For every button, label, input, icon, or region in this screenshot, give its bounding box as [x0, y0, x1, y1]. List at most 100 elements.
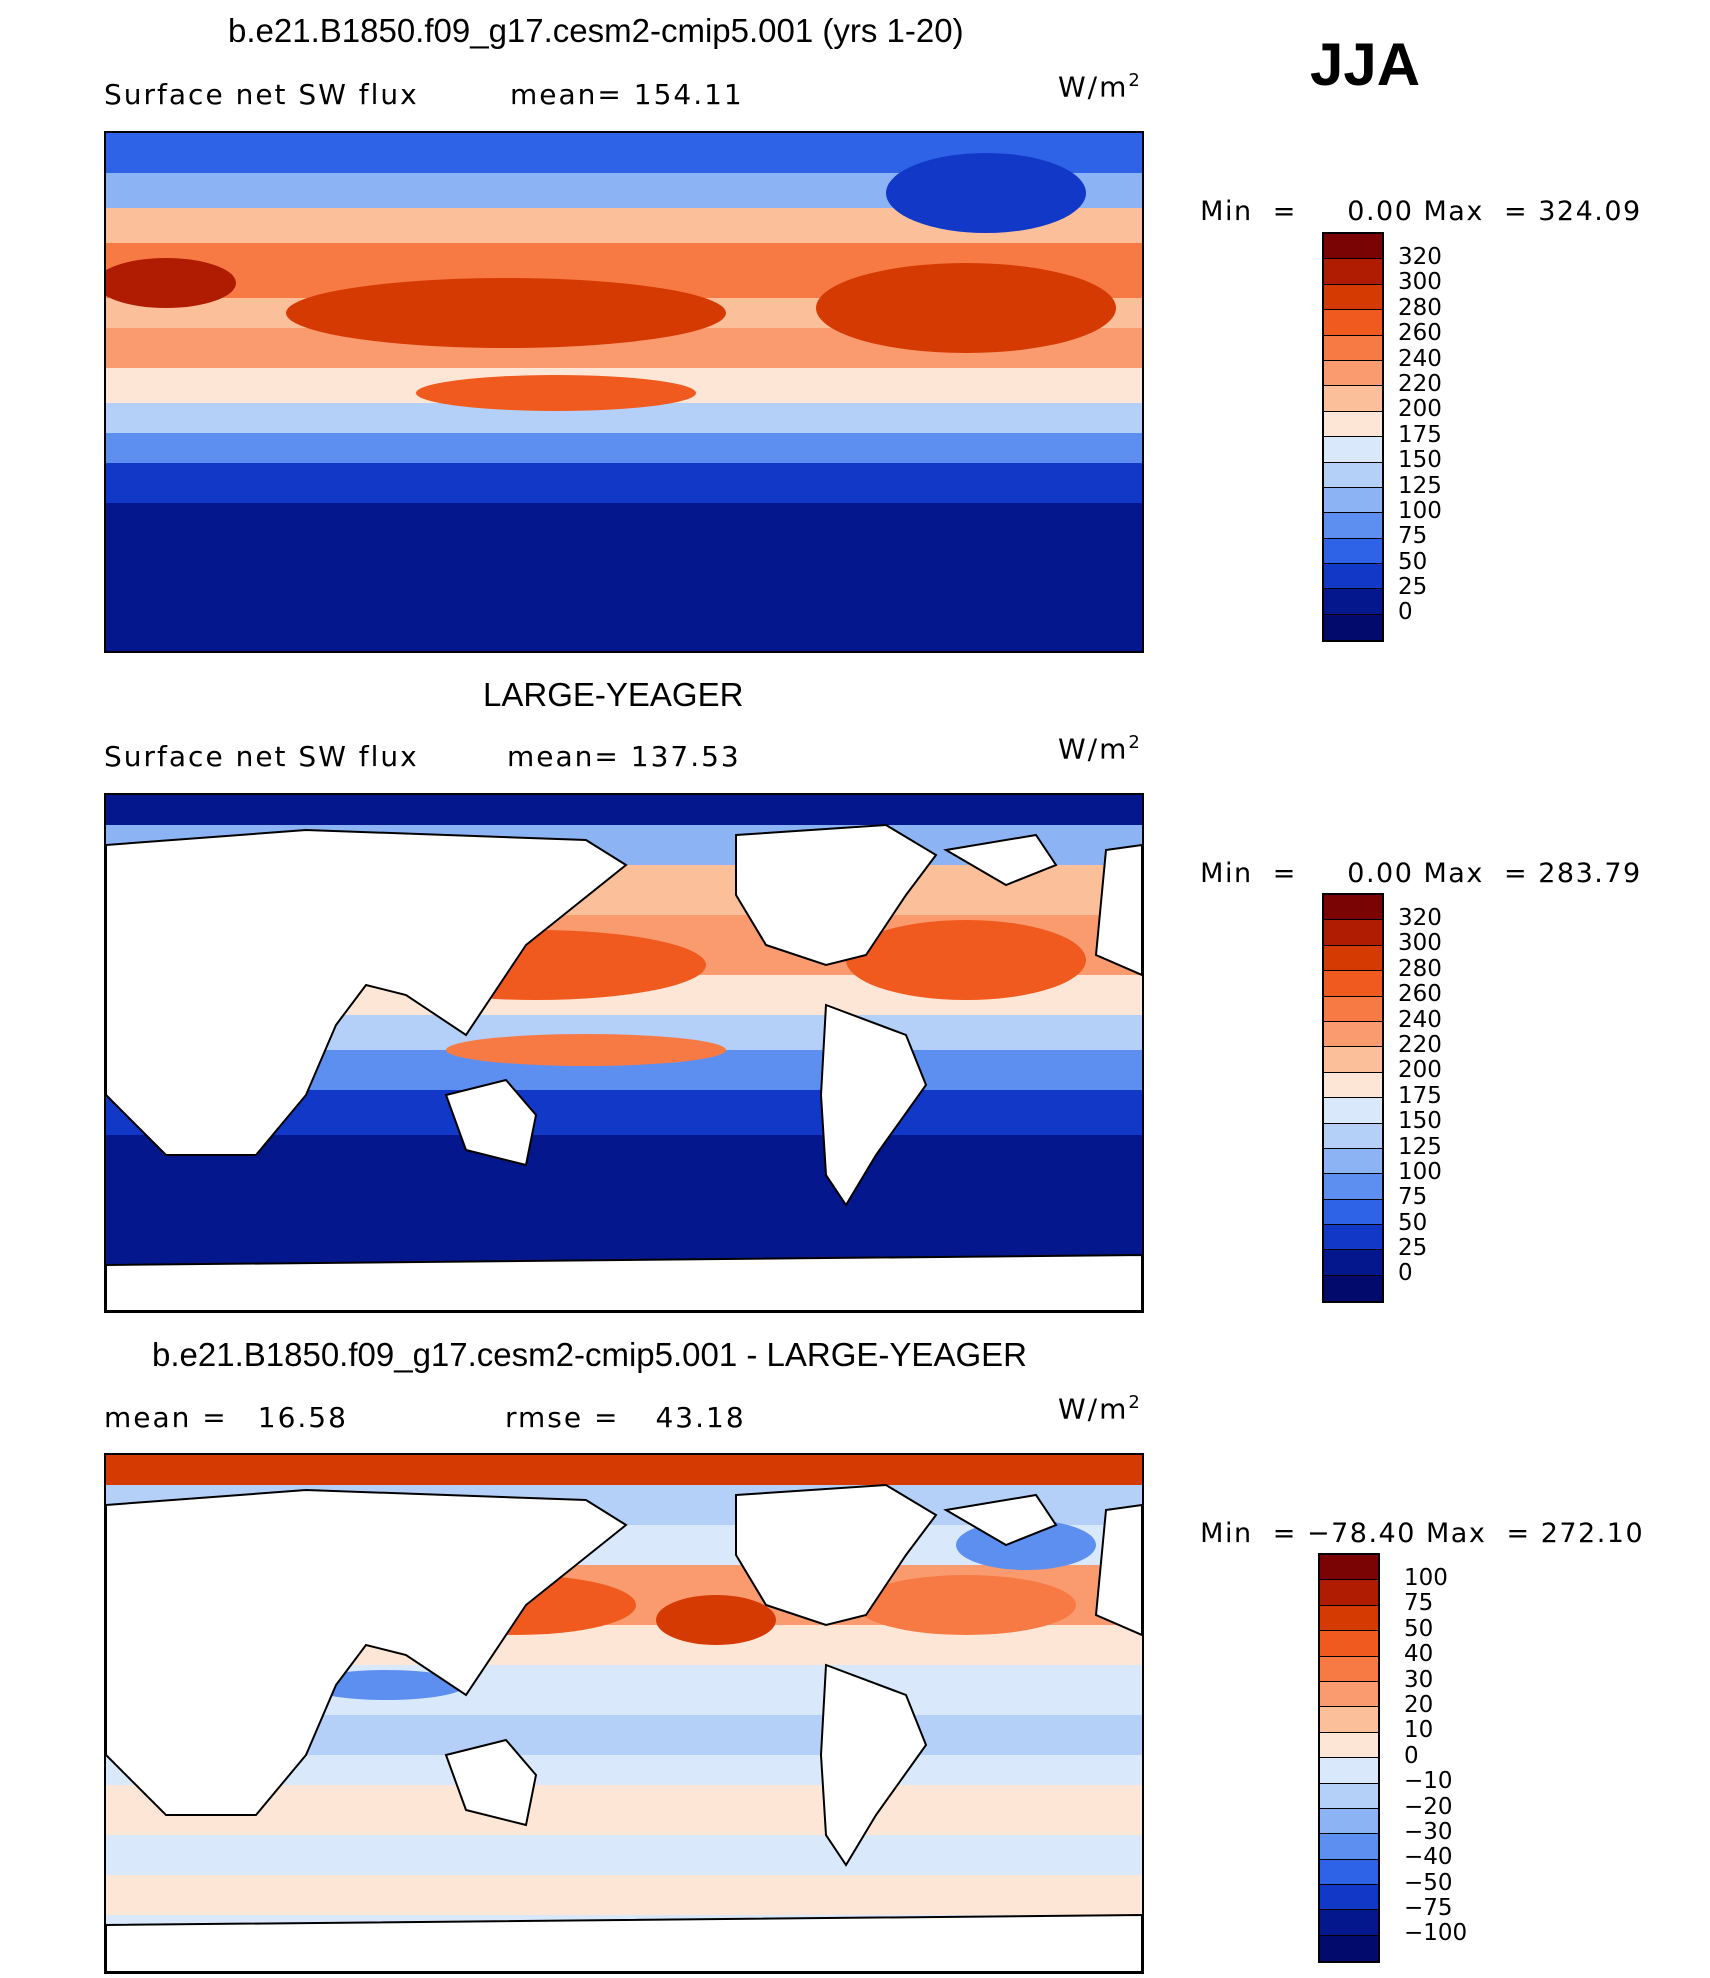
colorbar-tick-label: 50	[1398, 548, 1428, 575]
panel3-map-field	[106, 1455, 1142, 1972]
colorbar-swatch	[1324, 1199, 1382, 1226]
panel1-colorbar	[1322, 232, 1384, 642]
min-value: 0.00	[1347, 858, 1414, 889]
colorbar-swatch	[1324, 462, 1382, 488]
colorbar-swatch	[1320, 1885, 1378, 1911]
colorbar-swatch	[1324, 1148, 1382, 1175]
colorbar-swatch	[1320, 1783, 1378, 1809]
panel3-units: W/m2	[1058, 1392, 1142, 1425]
colorbar-swatch	[1320, 1681, 1378, 1708]
colorbar-tick-label: 280	[1398, 955, 1442, 982]
colorbar-tick-label: 200	[1398, 1057, 1442, 1084]
panel3-min-max: Min = −78.40 Max = 272.10	[1180, 1487, 1644, 1549]
units-exponent: 2	[1128, 732, 1142, 753]
min-label: Min =	[1200, 1518, 1297, 1549]
colorbar-tick-label: 75	[1398, 1184, 1428, 1211]
colorbar-tick-label: 40	[1404, 1641, 1434, 1668]
colorbar-swatch	[1324, 310, 1382, 336]
panel3-colorbar	[1318, 1553, 1380, 1963]
colorbar-tick-label: 300	[1398, 930, 1442, 957]
colorbar-tick-label: 240	[1398, 1006, 1442, 1033]
panel2-colorbar-ticks: 320 300 280 260 240 220 200 175 150 125 100 75 50 25 0	[1398, 905, 1442, 1287]
colorbar-swatch	[1324, 1250, 1382, 1276]
colorbar-swatch	[1320, 1631, 1378, 1657]
mean-value: 16.58	[257, 1401, 348, 1434]
panel1-colorbar-ticks: 320 300 280 260 240 220 200 175 150 125 100 75 50 25 0	[1398, 244, 1442, 626]
panel1-variable-label: Surface net SW flux	[104, 78, 419, 111]
colorbar-swatch	[1324, 386, 1382, 412]
colorbar-tick-label: −20	[1404, 1793, 1453, 1820]
panel1-title: b.e21.B1850.f09_g17.cesm2-cmip5.001 (yrs…	[228, 12, 964, 49]
colorbar-swatch	[1324, 895, 1382, 921]
max-value: 283.79	[1538, 858, 1642, 889]
colorbar-swatch	[1324, 1275, 1382, 1302]
units-text: W/m	[1058, 732, 1129, 766]
season-label: JJA	[1310, 31, 1421, 98]
colorbar-swatch	[1324, 1047, 1382, 1073]
max-value: 324.09	[1538, 196, 1642, 227]
max-value: 272.10	[1540, 1518, 1645, 1549]
colorbar-tick-label: 75	[1404, 1590, 1434, 1617]
colorbar-swatch	[1324, 1174, 1382, 1200]
colorbar-swatch	[1324, 614, 1382, 641]
colorbar-tick-label: 25	[1398, 574, 1428, 601]
colorbar-tick-label: −75	[1404, 1895, 1453, 1922]
panel3-colorbar-ticks: 100 75 50 40 30 20 10 0 −10 −20 −30 −40 −50 −75 −100	[1404, 1565, 1468, 1947]
panel1-map-field	[106, 133, 1142, 651]
colorbar-swatch	[1320, 1707, 1378, 1733]
colorbar-swatch	[1324, 538, 1382, 565]
colorbar-swatch	[1320, 1580, 1378, 1606]
colorbar-tick-label: 240	[1398, 345, 1442, 372]
colorbar-tick-label: 20	[1404, 1691, 1434, 1718]
colorbar-swatch	[1324, 1072, 1382, 1099]
colorbar-swatch	[1324, 589, 1382, 615]
colorbar-swatch	[1324, 920, 1382, 946]
colorbar-tick-label: 0	[1404, 1742, 1419, 1769]
colorbar-tick-label: 125	[1398, 472, 1442, 499]
colorbar-tick-label: 50	[1404, 1615, 1434, 1642]
colorbar-tick-label: 320	[1398, 244, 1442, 270]
colorbar-tick-label: 150	[1398, 1108, 1442, 1135]
colorbar-tick-label: −30	[1404, 1818, 1453, 1845]
units-text: W/m	[1058, 1392, 1129, 1426]
colorbar-swatch	[1324, 335, 1382, 361]
colorbar-tick-label: 100	[1398, 1158, 1442, 1185]
colorbar-swatch	[1324, 971, 1382, 997]
colorbar-tick-label: 200	[1398, 396, 1442, 423]
colorbar-tick-label: 10	[1404, 1717, 1434, 1744]
colorbar-tick-label: 260	[1398, 981, 1442, 1008]
colorbar-swatch	[1324, 437, 1382, 463]
colorbar-tick-label: 0	[1398, 1260, 1413, 1287]
colorbar-swatch	[1324, 411, 1382, 438]
colorbar-tick-label: 30	[1404, 1666, 1434, 1693]
colorbar-swatch	[1324, 487, 1382, 514]
colorbar-tick-label: 50	[1398, 1209, 1428, 1236]
units-exponent: 2	[1128, 70, 1142, 91]
min-value: 0.00	[1347, 196, 1414, 227]
panel2-mean-label: mean= 137.53	[507, 740, 741, 773]
colorbar-tick-label: 150	[1398, 447, 1442, 474]
colorbar-tick-label: 300	[1398, 269, 1442, 296]
panel2-map-field	[106, 795, 1142, 1311]
colorbar-swatch	[1324, 234, 1382, 260]
colorbar-swatch	[1324, 1225, 1382, 1251]
colorbar-tick-label: 100	[1404, 1565, 1448, 1591]
panel1-units: W/m2	[1058, 70, 1142, 103]
min-label: Min =	[1200, 196, 1297, 227]
colorbar-tick-label: 260	[1398, 320, 1442, 347]
max-label: Max =	[1423, 858, 1529, 889]
colorbar-tick-label: 220	[1398, 1031, 1442, 1058]
panel3-mean-label: mean = 16.58	[104, 1401, 348, 1434]
colorbar-swatch	[1320, 1935, 1378, 1962]
colorbar-tick-label: 175	[1398, 421, 1442, 448]
colorbar-tick-label: −100	[1404, 1920, 1468, 1947]
colorbar-tick-label: 320	[1398, 905, 1442, 931]
mean-label: mean =	[104, 1401, 228, 1434]
colorbar-swatch	[1324, 360, 1382, 387]
panel1-map	[104, 131, 1144, 653]
colorbar-tick-label: 125	[1398, 1133, 1442, 1160]
colorbar-swatch	[1324, 513, 1382, 539]
max-label: Max =	[1425, 1518, 1531, 1549]
panel3-title: b.e21.B1850.f09_g17.cesm2-cmip5.001 - LA…	[152, 1336, 1027, 1373]
units-exponent: 2	[1128, 1392, 1142, 1413]
